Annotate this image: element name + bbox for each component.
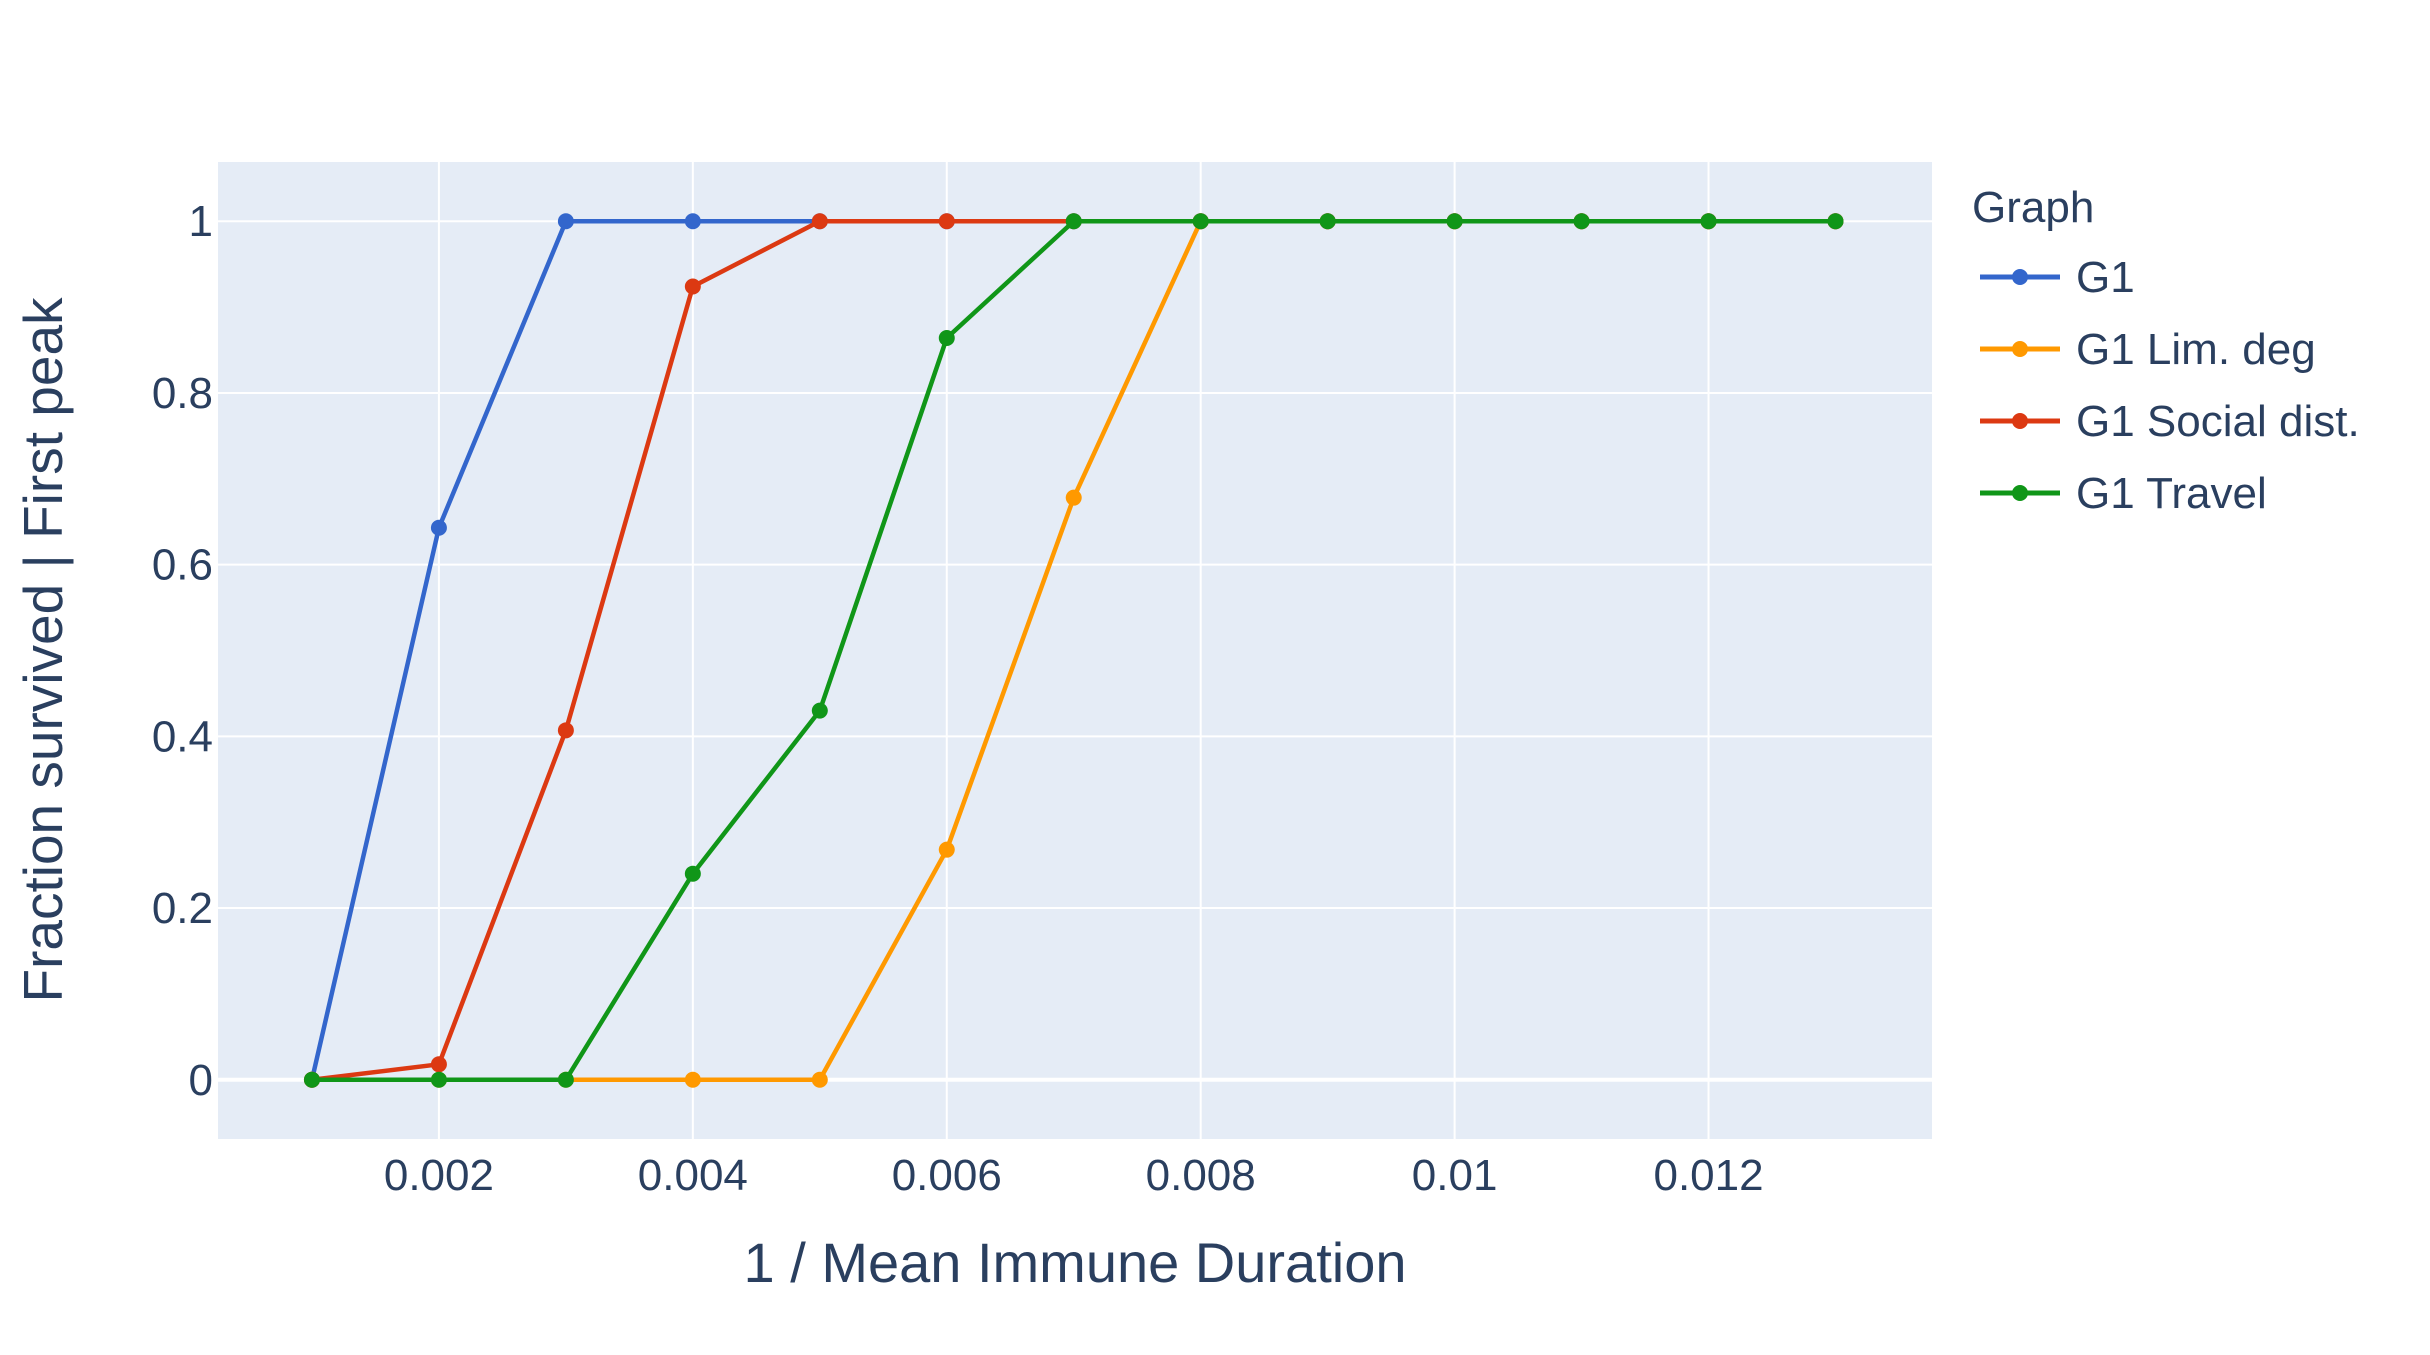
x-tick-label: 0.012 [1653, 1151, 1763, 1200]
legend-marker [2012, 269, 2028, 285]
data-point [684, 213, 701, 230]
data-point [557, 722, 574, 739]
data-point [811, 1071, 828, 1088]
x-tick-label: 0.008 [1146, 1151, 1256, 1200]
data-point [938, 329, 955, 346]
legend-marker [2012, 485, 2028, 501]
data-point [1573, 213, 1590, 230]
y-tick-label: 0.4 [152, 712, 213, 761]
y-tick-label: 0 [189, 1056, 213, 1105]
x-tick-label: 0.01 [1412, 1151, 1498, 1200]
data-point [557, 1071, 574, 1088]
data-point [557, 213, 574, 230]
y-tick-label: 0.2 [152, 884, 213, 933]
data-point [430, 519, 447, 536]
data-point [1065, 489, 1082, 506]
data-point [938, 213, 955, 230]
x-tick-label: 0.002 [384, 1151, 494, 1200]
y-tick-label: 0.6 [152, 541, 213, 590]
y-tick-label: 1 [189, 197, 213, 246]
legend-marker [2012, 413, 2028, 429]
legend-label: G1 [2076, 253, 2135, 302]
data-point [1319, 213, 1336, 230]
series-g1-travel [303, 213, 1844, 1088]
legend-label: G1 Travel [2076, 469, 2267, 518]
legend-title: Graph [1972, 183, 2094, 232]
data-point [1827, 213, 1844, 230]
legend: Graph G1 G1 Lim. deg G1 Social dist. G1 Tra… [1972, 183, 2360, 518]
legend-marker [2012, 341, 2028, 357]
data-point [1700, 213, 1717, 230]
data-point [303, 1071, 320, 1088]
data-point [811, 702, 828, 719]
x-tick-label: 0.006 [892, 1151, 1002, 1200]
data-point [684, 865, 701, 882]
y-axis-title: Fraction survived | First peak [12, 297, 74, 1003]
data-point [1065, 213, 1082, 230]
legend-item: G1 Travel [1980, 469, 2267, 518]
data-point [1446, 213, 1463, 230]
data-point [430, 1071, 447, 1088]
data-point [811, 213, 828, 230]
data-point [430, 1056, 447, 1073]
plot-background [218, 162, 1932, 1139]
x-tick-label: 0.004 [638, 1151, 748, 1200]
data-point [684, 278, 701, 295]
legend-item: G1 Lim. deg [1980, 325, 2316, 374]
legend-item: G1 [1980, 253, 2135, 302]
legend-label: G1 Social dist. [2076, 397, 2360, 446]
legend-item: G1 Social dist. [1980, 397, 2360, 446]
x-axis-title: 1 / Mean Immune Duration [744, 1231, 1407, 1294]
data-point [684, 1071, 701, 1088]
y-tick-label: 0.8 [152, 369, 213, 418]
legend-label: G1 Lim. deg [2076, 325, 2316, 374]
data-point [1192, 213, 1209, 230]
data-point [938, 841, 955, 858]
